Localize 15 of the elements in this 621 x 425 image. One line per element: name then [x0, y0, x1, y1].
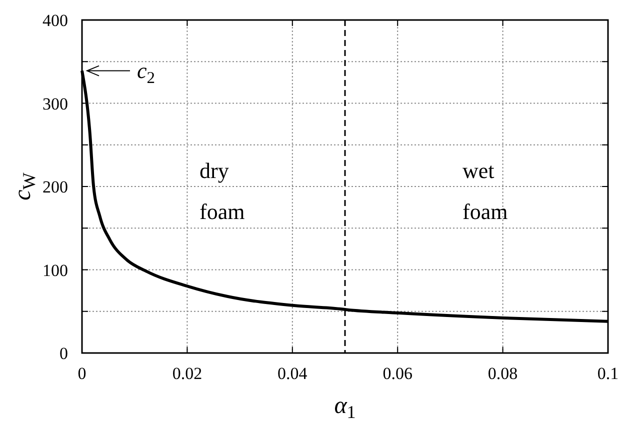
x-tick-label: 0.06 [382, 364, 412, 383]
y-tick-label: 200 [42, 178, 68, 196]
x-tick-label: 0.04 [278, 364, 308, 383]
y-tick-label: 400 [42, 11, 68, 30]
y-tick-label: 0 [60, 344, 68, 363]
x-tick-label: 0 [78, 364, 86, 383]
x-tick-label: 0.02 [172, 364, 202, 383]
y-tick-label: 100 [42, 260, 68, 280]
x-axis-title: α$_{1}$ [334, 393, 356, 422]
x-tick-label: 0.08 [488, 364, 518, 383]
annotation: c$_{2}$ [137, 58, 156, 87]
annotation: wet foam [462, 158, 508, 224]
annotation: dry foam [200, 158, 245, 224]
y-tick-label: 300 [42, 94, 68, 114]
x-tick-label: 0.1 [597, 364, 619, 383]
